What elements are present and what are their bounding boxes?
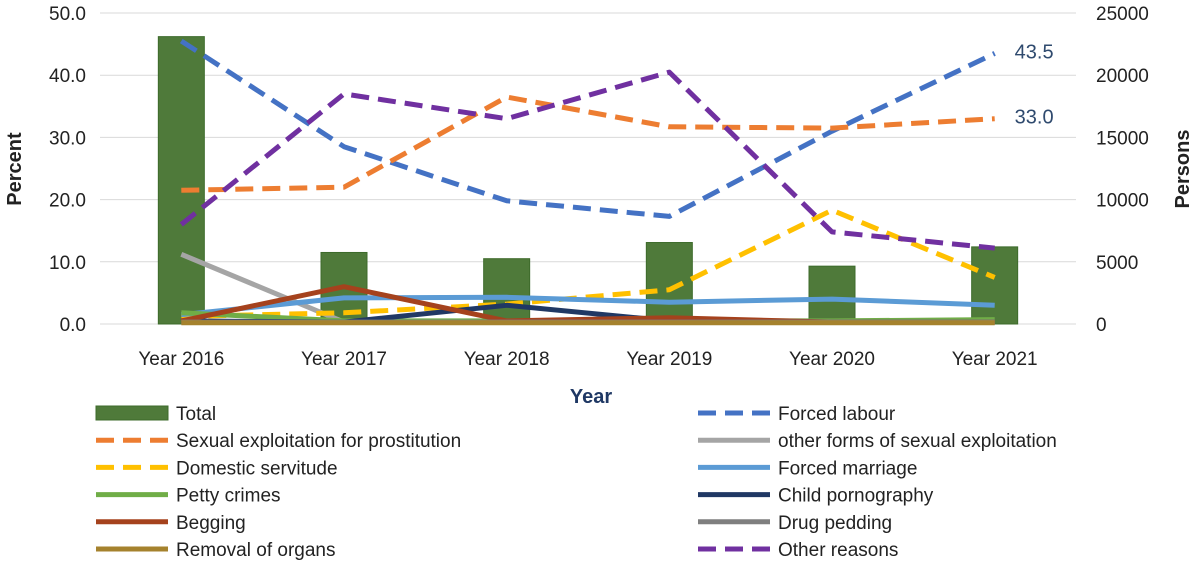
legend-swatch: [95, 405, 169, 421]
legend-item-other-reasons: Other reasons: [698, 540, 898, 561]
series-line-domestic-servitude: [181, 207, 996, 319]
y-axis-right-title: Persons: [1172, 130, 1194, 209]
y-left-tick-label: 30.0: [49, 128, 86, 149]
x-tick-label: Year 2017: [301, 349, 387, 370]
data-label-forced-labour: 43.5: [1015, 41, 1054, 63]
y-right-tick-label: 10000: [1096, 191, 1149, 212]
bar-total: [645, 242, 693, 325]
legend-item-drug-pedding: Drug pedding: [698, 513, 892, 534]
x-tick-label: Year 2016: [138, 349, 224, 370]
y-right-tick-label: 15000: [1096, 128, 1149, 149]
legend-label: Removal of organs: [176, 540, 335, 561]
x-tick-label: Year 2019: [626, 349, 712, 370]
y-axis-left-title: Percent: [4, 132, 26, 206]
legend-item-forced-labour: Forced labour: [698, 404, 896, 425]
y-left-tick-label: 50.0: [49, 4, 86, 25]
legend-label: Forced labour: [778, 404, 896, 425]
legend-item-total: Total: [95, 404, 216, 425]
y-right-tick-label: 0: [1096, 315, 1107, 336]
series-line-forced-labour: [179, 38, 996, 219]
legend-label: Petty crimes: [176, 486, 281, 507]
x-axis-title: Year: [570, 386, 612, 408]
legend-item-other-forms-of-sexual-exploitation: other forms of sexual exploitation: [698, 431, 1057, 452]
series-line-sexual-exploitation-for-prostitution: [181, 94, 995, 193]
data-labels: 43.5 33.0: [1015, 41, 1054, 128]
legend-label: Begging: [176, 513, 246, 534]
y-left-tick-label: 0.0: [60, 315, 86, 336]
bar-total: [971, 246, 1019, 325]
legend-item-begging: Begging: [96, 513, 246, 534]
bar-total: [808, 265, 856, 325]
legend-label: Total: [176, 404, 216, 425]
y-left-tick-label: 40.0: [49, 66, 86, 87]
data-label-sexual-exploitation-for-prostitution: 33.0: [1015, 107, 1054, 129]
legend-item-domestic-servitude: Domestic servitude: [96, 458, 338, 479]
legend-label: Drug pedding: [778, 513, 892, 534]
legend-label: Sexual exploitation for prostitution: [176, 431, 461, 452]
series-lines: [179, 38, 996, 326]
y-right-tick-label: 20000: [1096, 66, 1149, 87]
x-tick-label: Year 2021: [952, 349, 1038, 370]
y-left-tick-label: 10.0: [49, 253, 86, 274]
legend-label: Domestic servitude: [176, 458, 338, 479]
gridlines: [100, 12, 1076, 325]
legend-label: Forced marriage: [778, 458, 917, 479]
series-line-forced-marriage: [181, 294, 995, 318]
y-right-tick-label: 25000: [1096, 4, 1149, 25]
legend-label: Other reasons: [778, 540, 898, 561]
legend-item-removal-of-organs: Removal of organs: [96, 540, 335, 561]
legend: Total Forced labour Sexual exploitation fo…: [95, 404, 1057, 561]
legend-label: Child pornography: [778, 486, 934, 507]
bar-total: [483, 258, 531, 325]
y-left-tick-label: 20.0: [49, 191, 86, 212]
y-right-tick-label: 5000: [1096, 253, 1138, 274]
tick-labels: 0.0 10.0 20.0 30.0 40.0 50.0 0 5000 10000 15000 20…: [49, 4, 1149, 370]
series-line-other-reasons: [179, 69, 995, 251]
legend-item-sexual-exploitation-for-prostitution: Sexual exploitation for prostitution: [96, 431, 461, 452]
legend-item-child-pornography: Child pornography: [698, 486, 934, 507]
legend-label: other forms of sexual exploitation: [778, 431, 1057, 452]
legend-item-petty-crimes: Petty crimes: [96, 486, 281, 507]
x-tick-label: Year 2018: [464, 349, 550, 370]
x-tick-label: Year 2020: [789, 349, 875, 370]
legend-item-forced-marriage: Forced marriage: [698, 458, 917, 479]
bars: [157, 36, 1019, 325]
bar-total: [157, 36, 205, 325]
